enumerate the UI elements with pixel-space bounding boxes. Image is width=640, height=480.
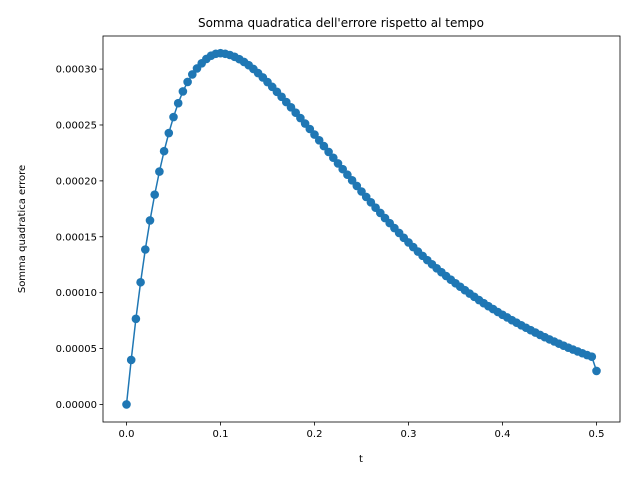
chart-title: Somma quadratica dell'errore rispetto al… [198, 16, 484, 30]
data-point [319, 141, 329, 151]
plot-area [102, 35, 621, 423]
data-point [169, 112, 178, 122]
y-tick-label: 0.00030 [56, 65, 97, 76]
y-tick-label: 0.00015 [56, 232, 97, 243]
y-axis: 0.00000 0.00005 0.00010 0.00015 0.00020 0.000… [56, 65, 103, 411]
x-axis-label: t [359, 454, 363, 465]
data-point [141, 245, 150, 254]
x-tick-label: 0.2 [307, 429, 323, 440]
data-point [587, 352, 597, 362]
data-point [188, 70, 197, 79]
x-tick-label: 0.3 [401, 429, 417, 440]
data-point [329, 153, 338, 163]
y-tick-label: 0.00000 [56, 400, 97, 411]
data-point [173, 98, 183, 108]
data-point [131, 314, 141, 324]
data-point [136, 277, 145, 287]
data-point [122, 400, 131, 409]
data-point [126, 355, 136, 365]
data-point [314, 136, 324, 145]
series-layer [122, 48, 601, 409]
data-point [178, 87, 188, 96]
y-tick-label: 0.00010 [56, 288, 97, 299]
x-axis: 0.0 0.1 0.2 0.3 0.4 0.5 [119, 422, 605, 440]
data-point [183, 77, 192, 87]
y-axis-label: Somma quadratica errore [17, 165, 28, 293]
data-point [310, 130, 319, 139]
y-tick-label: 0.00020 [56, 176, 97, 187]
axes-frame [102, 35, 621, 423]
data-point [145, 216, 155, 225]
x-tick-label: 0.5 [589, 429, 605, 440]
data-point [159, 146, 169, 156]
data-point [164, 128, 174, 138]
x-tick-label: 0.4 [495, 429, 511, 440]
data-point [333, 159, 343, 168]
data-point [324, 147, 333, 157]
x-tick-label: 0.0 [119, 429, 135, 440]
data-point [150, 190, 159, 199]
data-point [155, 167, 164, 176]
x-tick-label: 0.1 [213, 429, 229, 440]
data-point [592, 366, 601, 376]
y-tick-label: 0.00005 [56, 344, 97, 355]
y-tick-label: 0.00025 [56, 120, 97, 131]
